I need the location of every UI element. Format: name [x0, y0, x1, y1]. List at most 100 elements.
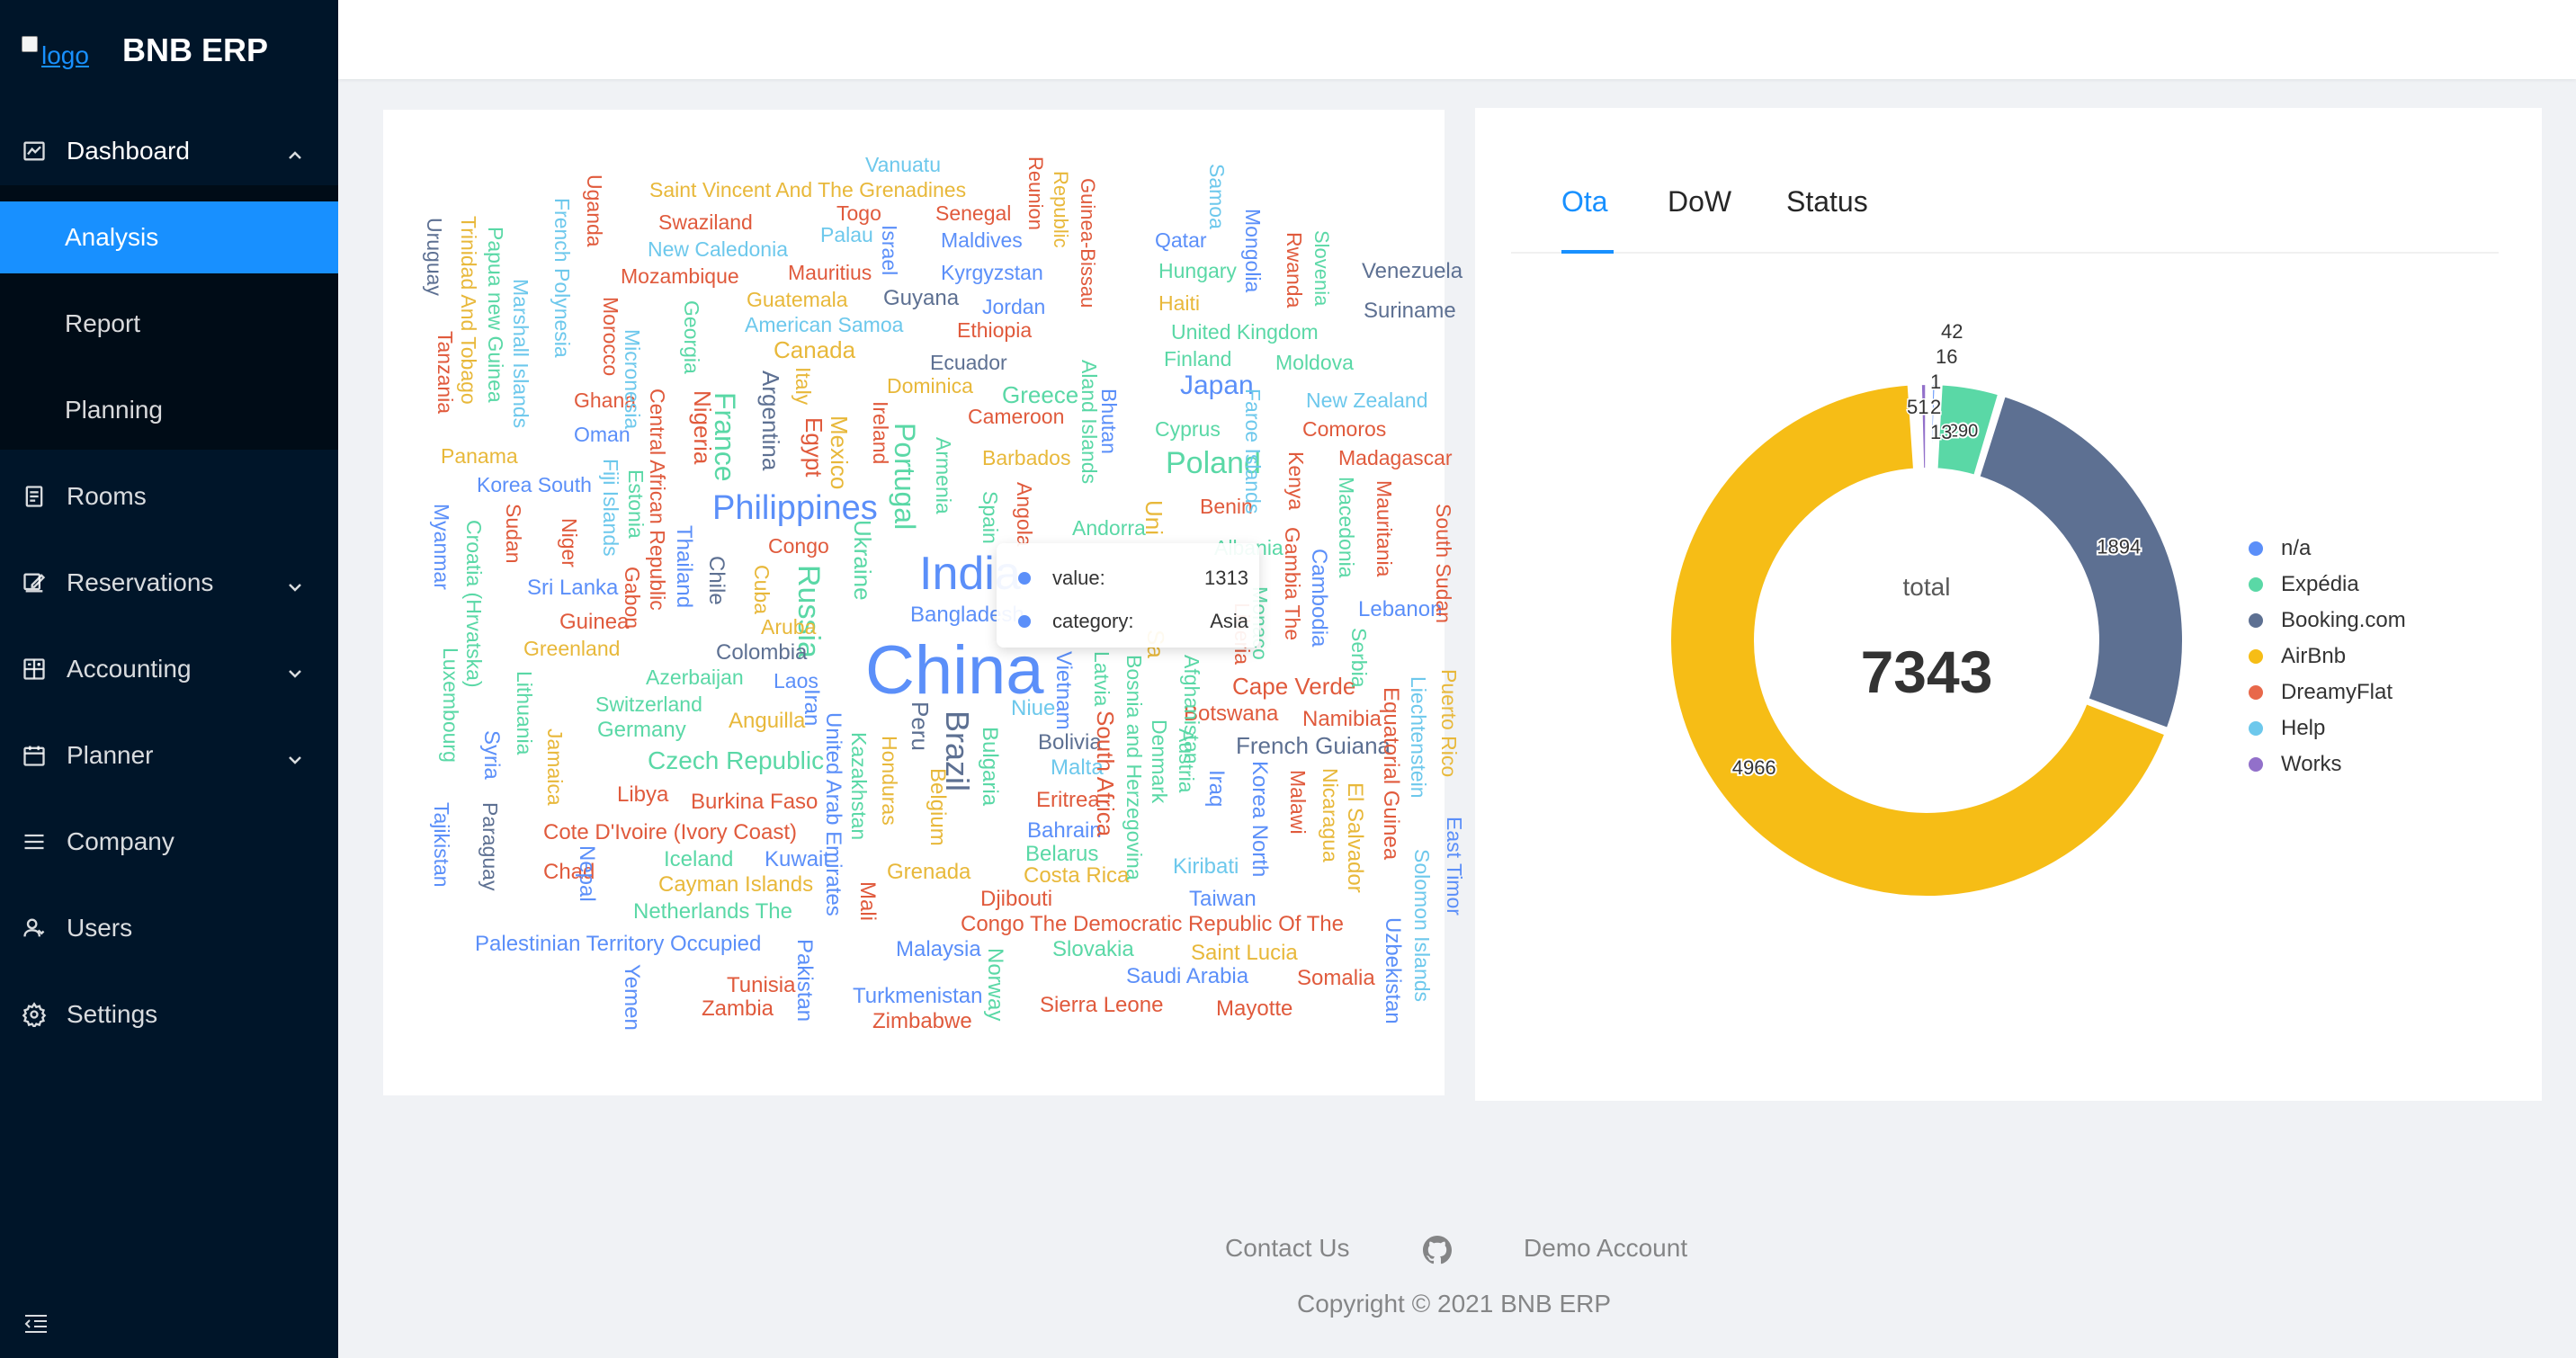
wordcloud-word[interactable]: Egypt [801, 417, 827, 478]
wordcloud-word[interactable]: Latvia [1090, 651, 1114, 707]
sidebar-item-planner[interactable]: Planner [0, 719, 338, 791]
donut-slice-works[interactable] [1918, 380, 1929, 472]
legend-item[interactable]: Booking.com [2249, 603, 2406, 639]
wordcloud-word[interactable]: Botswana [1184, 701, 1279, 726]
wordcloud-word[interactable]: Cambodia [1307, 549, 1331, 648]
wordcloud-word[interactable]: Poland [1166, 446, 1261, 480]
wordcloud-word[interactable]: Solomon Islands [1410, 849, 1434, 1003]
wordcloud-word[interactable]: Malawi [1286, 770, 1310, 835]
wordcloud-word[interactable]: Guinea-Bissau [1077, 178, 1099, 308]
wordcloud-word[interactable]: Gambia The [1281, 527, 1304, 641]
wordcloud-word[interactable]: Grenada [887, 860, 971, 884]
sidebar-item-dashboard[interactable]: Dashboard [0, 115, 338, 187]
wordcloud-word[interactable]: Israel [878, 225, 901, 276]
wordcloud-word[interactable]: Zambia [702, 996, 774, 1021]
wordcloud-word[interactable]: Ireland [869, 401, 892, 465]
wordcloud-word[interactable]: Georgia [680, 300, 703, 374]
wordcloud-word[interactable]: Faroe Islands [1241, 389, 1265, 514]
wordcloud-word[interactable]: Korea South [477, 473, 592, 496]
wordcloud-word[interactable]: Libya [617, 782, 669, 807]
wordcloud-word[interactable]: Mauritius [788, 261, 872, 284]
wordcloud-word[interactable]: Laos [774, 669, 818, 692]
wordcloud-word[interactable]: Eritrea [1036, 788, 1100, 812]
wordcloud-word[interactable]: Togo [836, 201, 881, 225]
wordcloud-word[interactable]: Iran [800, 689, 824, 727]
wordcloud-word[interactable]: Saint Vincent And The Grenadines [649, 178, 967, 201]
wordcloud-word[interactable]: Czech Republic [648, 746, 825, 774]
wordcloud-word[interactable]: Anguilla [729, 709, 806, 733]
wordcloud-word[interactable]: Vanuatu [865, 153, 941, 176]
wordcloud-word[interactable]: Cote D'Ivoire (Ivory Coast) [543, 820, 797, 844]
wordcloud-word[interactable]: Paraguay [479, 802, 502, 891]
wordcloud-word[interactable]: Ukraine [849, 520, 876, 601]
wordcloud-word[interactable]: Malaysia [896, 937, 981, 961]
sidebar-item-reservations[interactable]: Reservations [0, 547, 338, 619]
wordcloud-word[interactable]: Argentina [757, 371, 784, 471]
wordcloud-word[interactable]: Azerbaijan [646, 666, 744, 689]
wordcloud-word[interactable]: Yemen [620, 964, 644, 1031]
wordcloud-word[interactable]: Mozambique [621, 264, 739, 288]
wordcloud-word[interactable]: Greece [1002, 381, 1079, 408]
wordcloud-word[interactable]: Samoa [1205, 164, 1229, 229]
wordcloud-word[interactable]: Niue [1011, 696, 1056, 720]
wordcloud-word[interactable]: Afghanistan [1180, 655, 1203, 764]
wordcloud-word[interactable]: United Arab Emirates [821, 712, 845, 916]
wordcloud-word[interactable]: Germany [597, 718, 686, 742]
wordcloud-word[interactable]: Aruba [761, 615, 817, 639]
wordcloud-word[interactable]: Korea North [1248, 761, 1272, 878]
wordcloud-word[interactable]: Angola [1013, 482, 1036, 547]
wordcloud-word[interactable]: Papua new Guinea [484, 227, 507, 403]
wordcloud-word[interactable]: Thailand [672, 525, 696, 609]
wordcloud-word[interactable]: Jamaica [543, 728, 567, 806]
wordcloud-word[interactable]: Fiji Islands [599, 459, 622, 557]
donut-slice-booking-com[interactable] [1975, 392, 2186, 732]
wordcloud-word[interactable]: Lithuania [513, 671, 536, 755]
wordcloud-word[interactable]: Pakistan [792, 939, 817, 1023]
sidebar-item-company[interactable]: Company [0, 806, 338, 878]
donut-slice-exp-dia[interactable] [1934, 381, 2002, 479]
wordcloud-word[interactable]: Marshall Islands [509, 279, 532, 429]
wordcloud-word[interactable]: Bulgaria [978, 727, 1002, 807]
wordcloud-word[interactable]: Spain [979, 491, 1002, 544]
wordcloud-word[interactable]: Sri Lanka [527, 576, 619, 600]
wordcloud-word[interactable]: Central African Republic [646, 389, 669, 611]
wordcloud-word[interactable]: Croatia (Hrvatska) [462, 520, 486, 688]
wordcloud-word[interactable]: Saint Lucia [1191, 941, 1298, 965]
wordcloud-word[interactable]: Macedonia [1335, 477, 1358, 578]
legend-item[interactable]: Works [2249, 746, 2406, 782]
wordcloud-word[interactable]: Chad [543, 860, 595, 884]
wordcloud-word[interactable]: Panama [441, 444, 518, 468]
wordcloud-word[interactable]: Rwanda [1283, 232, 1306, 308]
wordcloud-word[interactable]: Turkmenistan [853, 984, 983, 1008]
wordcloud-word[interactable]: Chile [704, 556, 729, 605]
wordcloud-word[interactable]: Estonia [624, 469, 648, 539]
wordcloud-word[interactable]: Philippines [712, 489, 878, 527]
wordcloud-word[interactable]: Aland Islands [1078, 360, 1101, 485]
wordcloud-word[interactable]: Netherlands The [633, 899, 792, 924]
wordcloud-word[interactable]: Finland [1164, 347, 1232, 371]
sidebar-item-analysis[interactable]: Analysis [0, 201, 338, 273]
wordcloud-word[interactable]: Cape Verde [1232, 673, 1356, 700]
wordcloud-word[interactable]: Belgium [926, 768, 950, 846]
demo-account-link[interactable]: Demo Account [1524, 1234, 1688, 1262]
wordcloud-word[interactable]: Dominica [887, 374, 973, 398]
wordcloud-word[interactable]: Mongolia [1241, 209, 1265, 293]
wordcloud-word[interactable]: United Kingdom [1171, 320, 1319, 344]
sidebar-item-planning[interactable]: Planning [0, 374, 338, 446]
wordcloud-word[interactable]: Costa Rica [1024, 863, 1130, 888]
wordcloud-word[interactable]: East Timor [1443, 817, 1466, 916]
wordcloud-word[interactable]: Mayotte [1216, 996, 1293, 1021]
wordcloud-word[interactable]: Ecuador [930, 351, 1007, 374]
wordcloud-word[interactable]: Bolivia [1038, 730, 1102, 755]
wordcloud-word[interactable]: Palau [820, 223, 873, 246]
wordcloud-word[interactable]: Palestinian Territory Occupied [475, 932, 762, 956]
wordcloud-word[interactable]: South Africa [1092, 710, 1119, 837]
wordcloud-word[interactable]: South Sudan [1432, 504, 1455, 624]
wordcloud-word[interactable]: Greenland [523, 637, 621, 660]
wordcloud-word[interactable]: Congo [768, 534, 829, 558]
wordcloud-word[interactable]: Belarus [1025, 842, 1099, 866]
wordcloud-word[interactable]: Republic [1050, 171, 1072, 248]
wordcloud-word[interactable]: New Zealand [1306, 389, 1428, 412]
wordcloud-word[interactable]: Kyrgyzstan [941, 261, 1043, 284]
wordcloud-word[interactable]: Sudan [502, 504, 525, 564]
